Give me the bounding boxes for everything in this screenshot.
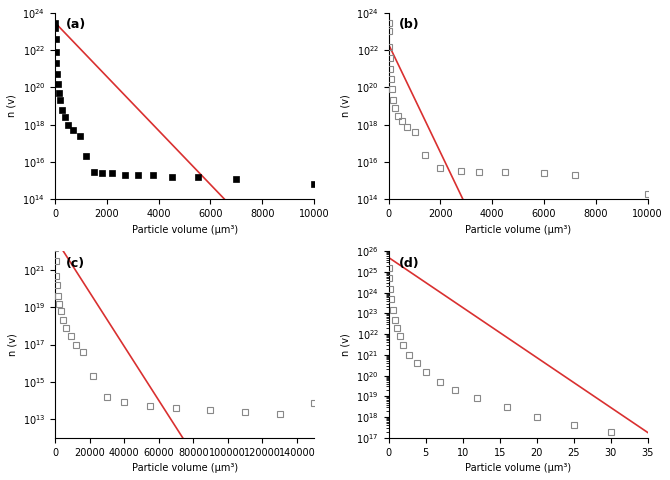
Text: (d): (d) xyxy=(399,257,419,270)
Text: (b): (b) xyxy=(399,18,419,31)
X-axis label: Particle volume (μm³): Particle volume (μm³) xyxy=(465,225,572,235)
X-axis label: Particle volume (μm³): Particle volume (μm³) xyxy=(131,225,238,235)
Y-axis label: n (v): n (v) xyxy=(7,333,17,356)
X-axis label: Particle volume (μm³): Particle volume (μm³) xyxy=(131,463,238,473)
Y-axis label: n (v): n (v) xyxy=(7,95,17,118)
Text: (a): (a) xyxy=(66,18,86,31)
Y-axis label: n (v): n (v) xyxy=(340,95,350,118)
Y-axis label: n (v): n (v) xyxy=(340,333,350,356)
Text: (c): (c) xyxy=(66,257,84,270)
X-axis label: Particle volume (μm³): Particle volume (μm³) xyxy=(465,463,572,473)
